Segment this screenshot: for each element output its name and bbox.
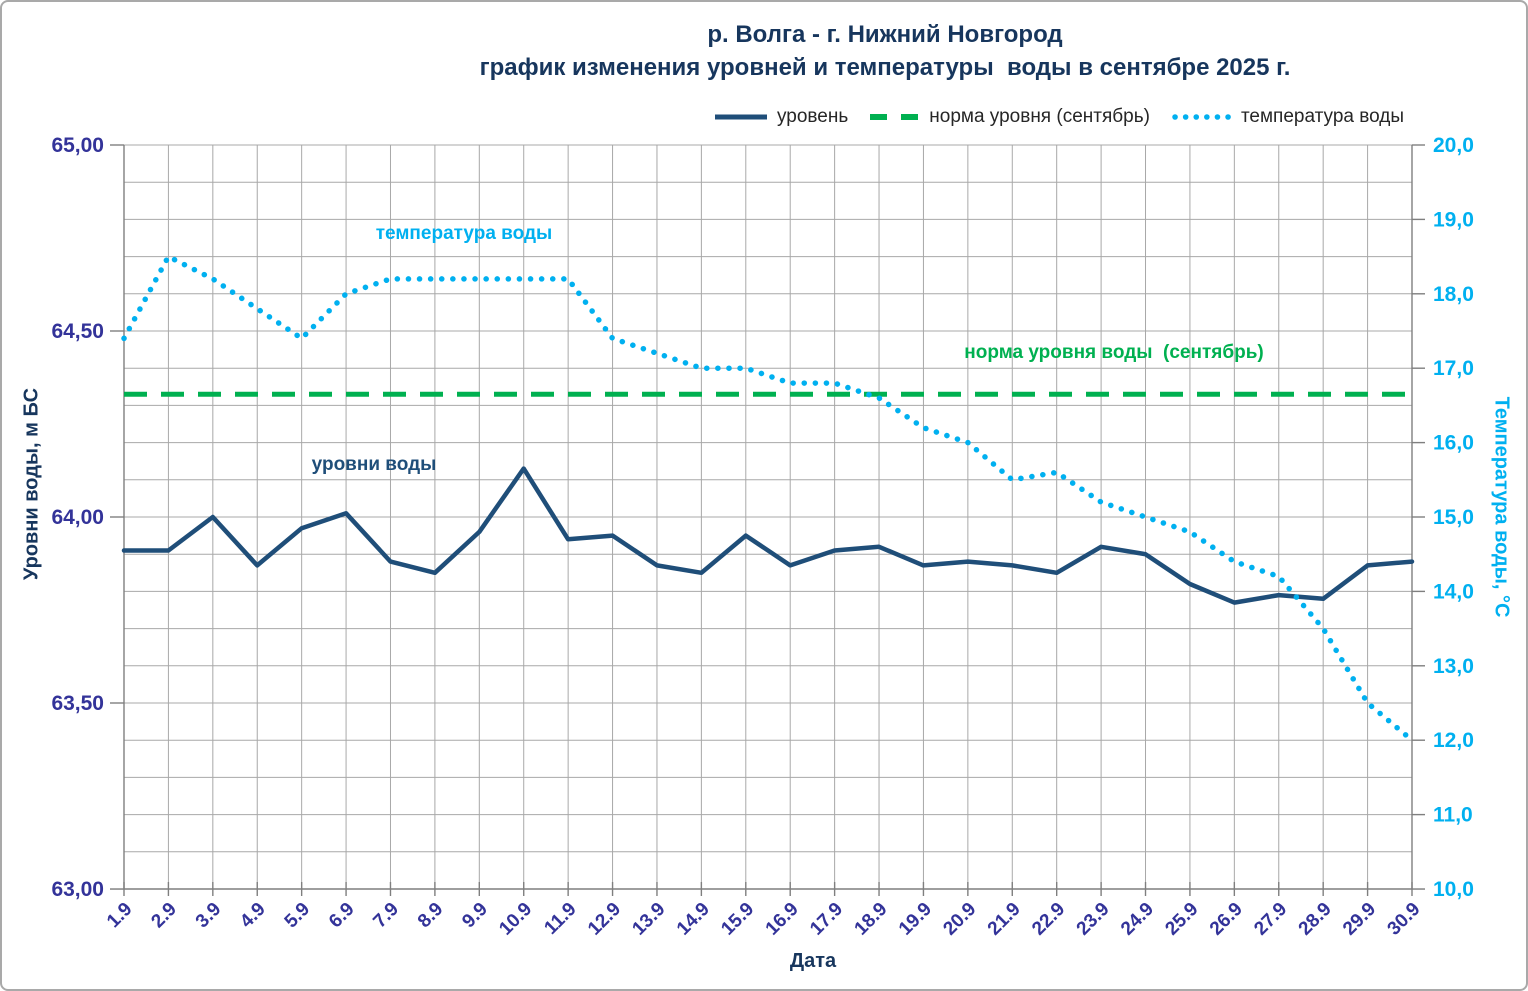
svg-text:19.9: 19.9 <box>895 899 936 940</box>
svg-text:6.9: 6.9 <box>325 899 359 933</box>
svg-text:23.9: 23.9 <box>1073 899 1114 940</box>
svg-text:18,0: 18,0 <box>1433 283 1474 306</box>
svg-text:11,0: 11,0 <box>1433 804 1473 827</box>
svg-text:17.9: 17.9 <box>806 899 847 940</box>
svg-text:20,0: 20,0 <box>1433 134 1474 157</box>
annotation-temperature: температура воды <box>375 223 553 244</box>
svg-text:24.9: 24.9 <box>1117 899 1158 940</box>
svg-text:12.9: 12.9 <box>584 899 625 940</box>
svg-text:64,50: 64,50 <box>51 320 104 343</box>
svg-text:19,0: 19,0 <box>1433 208 1474 231</box>
svg-text:8.9: 8.9 <box>414 899 448 933</box>
legend-label-norm: норма уровня (сентябрь) <box>929 106 1150 127</box>
svg-text:22.9: 22.9 <box>1028 899 1069 940</box>
svg-text:28.9: 28.9 <box>1295 899 1336 940</box>
chart-title: р. Волга - г. Нижний Новгород <box>707 21 1063 48</box>
svg-text:13.9: 13.9 <box>628 899 669 940</box>
svg-text:29.9: 29.9 <box>1339 899 1380 940</box>
title-block: р. Волга - г. Нижний Новгород график изм… <box>242 18 1526 84</box>
svg-text:14,0: 14,0 <box>1433 580 1474 603</box>
svg-text:12,0: 12,0 <box>1433 729 1474 752</box>
svg-text:63,00: 63,00 <box>51 878 104 901</box>
svg-text:65,00: 65,00 <box>51 134 104 157</box>
x-axis-title: Дата <box>789 950 837 972</box>
svg-text:21.9: 21.9 <box>984 899 1025 940</box>
svg-text:17,0: 17,0 <box>1433 357 1474 380</box>
svg-text:2.9: 2.9 <box>147 899 181 933</box>
svg-text:63,50: 63,50 <box>51 692 104 715</box>
svg-text:16,0: 16,0 <box>1433 432 1474 455</box>
svg-text:16.9: 16.9 <box>762 899 803 940</box>
dotted-line-icon <box>1172 114 1232 120</box>
svg-text:10.9: 10.9 <box>495 899 536 940</box>
svg-text:7.9: 7.9 <box>369 899 403 933</box>
svg-text:26.9: 26.9 <box>1206 899 1247 940</box>
svg-text:20.9: 20.9 <box>939 899 980 940</box>
svg-text:1.9: 1.9 <box>103 899 137 933</box>
svg-text:10,0: 10,0 <box>1433 878 1474 901</box>
legend-item-level: уровень <box>714 106 848 128</box>
svg-text:15,0: 15,0 <box>1433 506 1474 529</box>
annotation-norm: норма уровня воды (сентябрь) <box>964 342 1264 363</box>
svg-text:5.9: 5.9 <box>281 899 315 933</box>
annotation-level: уровни воды <box>311 454 437 475</box>
svg-text:15.9: 15.9 <box>717 899 758 940</box>
svg-text:14.9: 14.9 <box>673 899 714 940</box>
svg-text:9.9: 9.9 <box>458 899 492 933</box>
svg-text:4.9: 4.9 <box>236 899 270 933</box>
legend-item-temperature: температура воды <box>1172 106 1404 128</box>
right-axis-title: Температура воды, °С <box>1490 396 1513 618</box>
dashed-line-icon <box>870 114 921 120</box>
legend: уровень норма уровня (сентябрь) температ… <box>714 106 1404 128</box>
chart-subtitle: график изменения уровней и температуры в… <box>479 54 1291 81</box>
svg-text:11.9: 11.9 <box>540 899 580 939</box>
svg-text:13,0: 13,0 <box>1433 655 1474 678</box>
legend-item-norm: норма уровня (сентябрь) <box>870 106 1150 128</box>
svg-text:30.9: 30.9 <box>1384 899 1425 940</box>
svg-text:27.9: 27.9 <box>1250 899 1291 940</box>
left-axis-title: Уровни воды, м БС <box>20 387 43 581</box>
svg-text:64,00: 64,00 <box>51 506 104 529</box>
legend-label-temperature: температура воды <box>1240 106 1405 127</box>
svg-text:18.9: 18.9 <box>851 899 892 940</box>
legend-label-level: уровень <box>777 106 849 127</box>
svg-text:3.9: 3.9 <box>192 899 226 933</box>
solid-line-icon <box>715 114 767 120</box>
svg-text:25.9: 25.9 <box>1161 899 1202 940</box>
